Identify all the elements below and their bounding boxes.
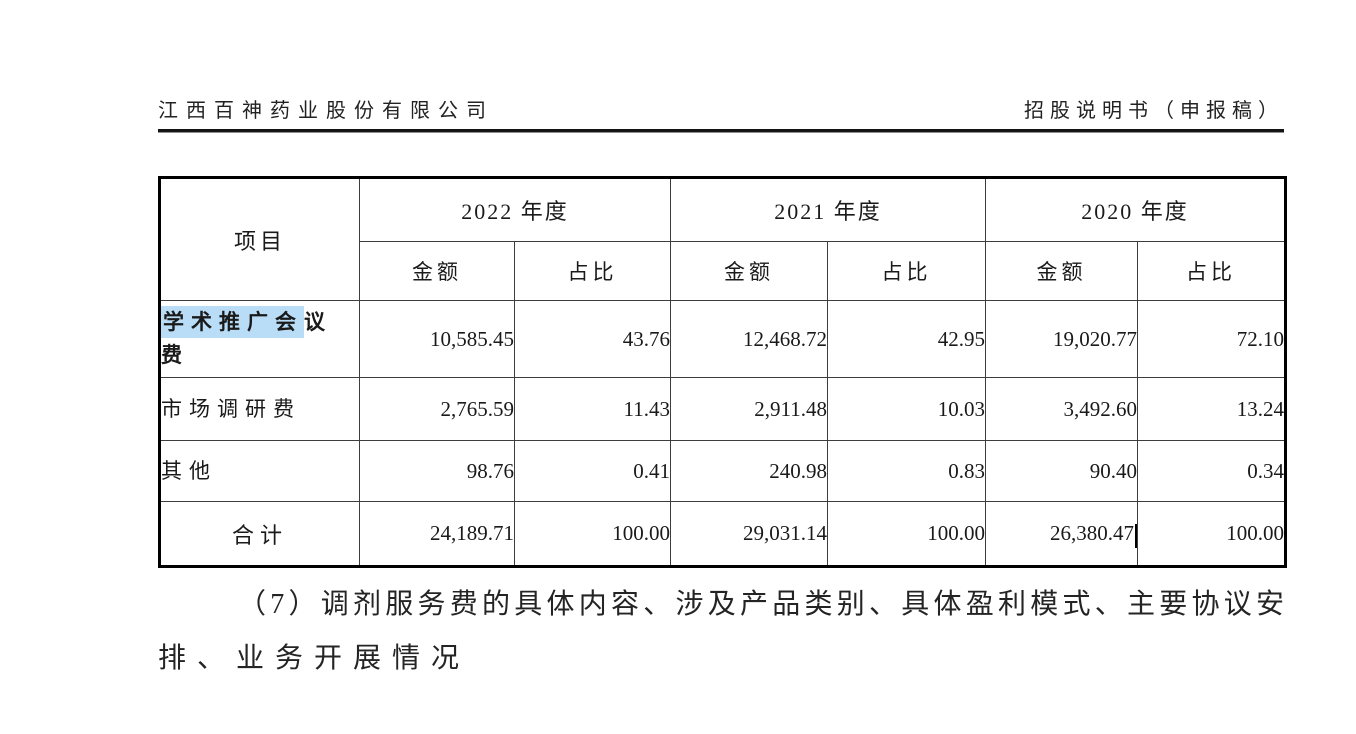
row-label-market-research-fee[interactable]: 市场调研费 bbox=[159, 377, 360, 441]
cell-2020-ratio[interactable]: 13.24 bbox=[1137, 377, 1287, 441]
row-label-academic-promotion-fee[interactable]: 学术推广会议费 bbox=[159, 300, 360, 378]
doc-title: 招股说明书（申报稿） bbox=[1024, 100, 1284, 122]
row-label-total[interactable]: 合计 bbox=[159, 501, 360, 567]
header-cell-year-2021[interactable]: 2021 年度 bbox=[670, 177, 987, 242]
header-divider-rule bbox=[158, 129, 1284, 133]
cell-2022-amount[interactable]: 2,765.59 bbox=[359, 377, 515, 441]
header-cell-amount-2022[interactable]: 金额 bbox=[359, 241, 515, 301]
table-row-academic-promotion-fee: 学术推广会议费 10,585.45 43.76 12,468.72 42.95 … bbox=[159, 300, 1287, 378]
cell-2020-ratio[interactable]: 0.34 bbox=[1137, 440, 1287, 502]
cell-2022-ratio[interactable]: 0.41 bbox=[513, 440, 672, 502]
text-cursor bbox=[1135, 524, 1137, 548]
header-cell-item[interactable]: 项目 bbox=[159, 177, 360, 301]
cell-2022-amount[interactable]: 10,585.45 bbox=[359, 300, 515, 378]
cell-total-2021-amount[interactable]: 29,031.14 bbox=[670, 501, 829, 567]
header-cell-amount-2020[interactable]: 金额 bbox=[985, 241, 1139, 301]
cell-total-2020-ratio[interactable]: 100.00 bbox=[1137, 501, 1287, 567]
header-cell-year-2020[interactable]: 2020 年度 bbox=[985, 177, 1287, 242]
cell-2021-amount[interactable]: 2,911.48 bbox=[670, 377, 829, 441]
cell-total-2022-ratio[interactable]: 100.00 bbox=[513, 501, 672, 567]
cell-2021-ratio[interactable]: 42.95 bbox=[827, 300, 987, 378]
cell-total-2021-ratio[interactable]: 100.00 bbox=[827, 501, 987, 567]
cell-total-2020-amount[interactable]: 26,380.47 bbox=[985, 501, 1139, 567]
total-2020-amount-value[interactable]: 26,380.47 bbox=[1050, 521, 1135, 545]
company-name: 江西百神药业股份有限公司 bbox=[158, 100, 494, 122]
cell-2020-ratio[interactable]: 72.10 bbox=[1137, 300, 1287, 378]
table-row-market-research-fee: 市场调研费 2,765.59 11.43 2,911.48 10.03 3,49… bbox=[159, 377, 1287, 441]
header-cell-ratio-2021[interactable]: 占比 bbox=[827, 241, 987, 301]
cell-2022-ratio[interactable]: 11.43 bbox=[513, 377, 672, 441]
body-paragraph: （7）调剂服务费的具体内容、涉及产品类别、具体盈利模式、主要协议安 排、业务开展… bbox=[158, 578, 1284, 686]
cell-2021-ratio[interactable]: 0.83 bbox=[827, 440, 987, 502]
cell-2020-amount[interactable]: 19,020.77 bbox=[985, 300, 1139, 378]
header-cell-ratio-2022[interactable]: 占比 bbox=[513, 241, 672, 301]
table-header-year-row: 项目 2022 年度 2021 年度 2020 年度 bbox=[159, 177, 1287, 301]
cell-2020-amount[interactable]: 90.40 bbox=[985, 440, 1139, 502]
header-cell-year-2022[interactable]: 2022 年度 bbox=[358, 177, 672, 242]
cell-2021-ratio[interactable]: 10.03 bbox=[827, 377, 987, 441]
table-row-other: 其他 98.76 0.41 240.98 0.83 90.40 0.34 bbox=[159, 440, 1287, 502]
header-cell-ratio-2020[interactable]: 占比 bbox=[1137, 241, 1287, 301]
cell-2021-amount[interactable]: 240.98 bbox=[670, 440, 829, 502]
page-header: 江西百神药业股份有限公司 招股说明书（申报稿） bbox=[158, 94, 1284, 123]
row-label-tail[interactable]: 议费 bbox=[161, 310, 332, 367]
table-row-total: 合计 24,189.71 100.00 29,031.14 100.00 26,… bbox=[159, 501, 1287, 567]
cell-2022-ratio[interactable]: 43.76 bbox=[513, 300, 672, 378]
cell-2022-amount[interactable]: 98.76 bbox=[359, 440, 515, 502]
cell-total-2022-amount[interactable]: 24,189.71 bbox=[359, 501, 515, 567]
expense-table: 项目 2022 年度 2021 年度 2020 年度 金额 占比 金额 占比 金… bbox=[158, 176, 1288, 568]
cell-2020-amount[interactable]: 3,492.60 bbox=[985, 377, 1139, 441]
row-label-other[interactable]: 其他 bbox=[159, 440, 360, 502]
selected-text[interactable]: 学术推广会 bbox=[161, 306, 304, 338]
paragraph-line-2[interactable]: 排、业务开展情况 bbox=[158, 643, 471, 674]
cell-2021-amount[interactable]: 12,468.72 bbox=[670, 300, 829, 378]
header-cell-amount-2021[interactable]: 金额 bbox=[670, 241, 829, 301]
paragraph-line-1[interactable]: （7）调剂服务费的具体内容、涉及产品类别、具体盈利模式、主要协议安 bbox=[238, 589, 1284, 620]
